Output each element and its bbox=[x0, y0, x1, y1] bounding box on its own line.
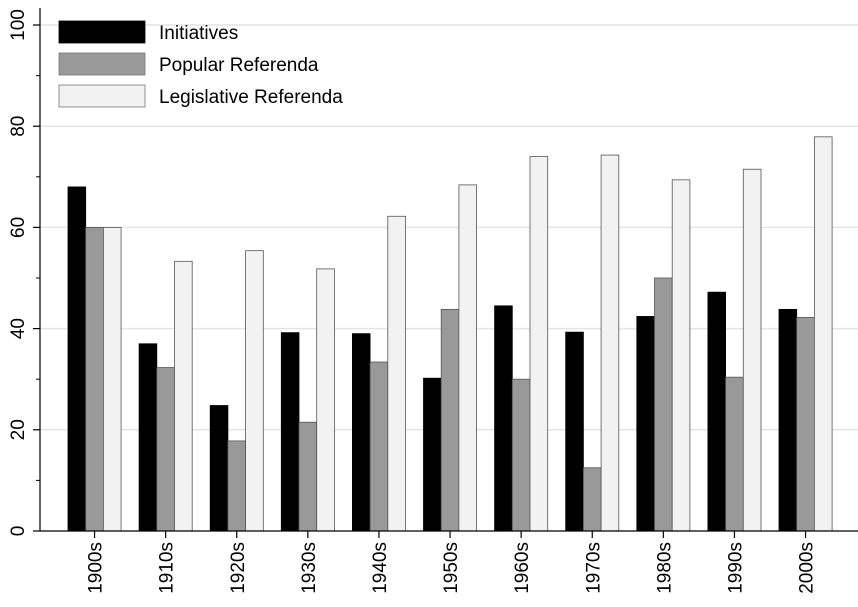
legend: Initiatives Popular Referenda Legislative … bbox=[58, 20, 343, 108]
x-tick-label: 1960s bbox=[512, 542, 533, 594]
x-tick-label: 1990s bbox=[725, 542, 746, 594]
y-tick-label: 20 bbox=[8, 419, 29, 440]
bar-initiatives bbox=[565, 331, 584, 532]
legend-swatch bbox=[58, 84, 146, 108]
x-tick-label: 1970s bbox=[583, 542, 604, 594]
bar-initiatives bbox=[707, 291, 727, 532]
y-tick-label: 80 bbox=[8, 116, 29, 137]
x-tick-label: 1940s bbox=[370, 542, 391, 594]
x-tick-label: 2000s bbox=[797, 542, 818, 594]
legend-label: Popular Referenda bbox=[159, 55, 319, 76]
bar-popular-referenda bbox=[796, 317, 815, 532]
x-tick-label: 1930s bbox=[299, 542, 320, 594]
bar-popular-referenda bbox=[369, 361, 389, 532]
bar-initiatives bbox=[138, 343, 158, 532]
bar-legislative-referenda bbox=[458, 184, 477, 532]
legend-swatch bbox=[58, 20, 146, 44]
bar-legislative-referenda bbox=[245, 250, 264, 532]
bar-legislative-referenda bbox=[387, 215, 406, 532]
x-ticks: 1900s 1910s 1920s 1930s 1940s 1950s 1960s 1970s… bbox=[86, 531, 818, 594]
bar-initiatives bbox=[636, 316, 655, 532]
y-tick-label: 100 bbox=[8, 9, 29, 41]
bar-initiatives bbox=[423, 377, 442, 532]
axes bbox=[39, 8, 858, 532]
y-tick-label: 60 bbox=[8, 217, 29, 238]
bar-popular-referenda bbox=[440, 308, 460, 532]
bar-popular-referenda bbox=[85, 226, 104, 532]
x-tick-label: 1900s bbox=[86, 542, 107, 594]
x-tick-label: 1980s bbox=[654, 542, 675, 594]
legend-label: Initiatives bbox=[159, 23, 238, 44]
bar-legislative-referenda bbox=[814, 136, 833, 532]
bar-popular-referenda bbox=[654, 277, 673, 532]
bar-initiatives bbox=[209, 405, 229, 532]
bar-popular-referenda bbox=[298, 421, 318, 532]
y-tick-label: 40 bbox=[8, 318, 29, 339]
x-tick-label: 1910s bbox=[157, 542, 178, 594]
bar-legislative-referenda bbox=[742, 168, 762, 532]
bar-initiatives bbox=[778, 308, 798, 532]
bar-initiatives bbox=[494, 305, 513, 532]
x-tick-label: 1920s bbox=[228, 542, 249, 594]
bar-popular-referenda bbox=[725, 376, 744, 532]
bar-popular-referenda bbox=[511, 378, 531, 532]
bar-legislative-referenda bbox=[529, 156, 549, 532]
legend-swatch bbox=[58, 52, 146, 76]
bar-popular-referenda bbox=[227, 440, 246, 532]
bar-initiatives bbox=[280, 332, 300, 532]
y-tick-label: 0 bbox=[8, 526, 29, 537]
bar-initiatives bbox=[351, 333, 371, 532]
bars bbox=[67, 136, 833, 532]
legend-label: Legislative Referenda bbox=[159, 87, 343, 108]
bar-legislative-referenda bbox=[174, 260, 193, 532]
bar-legislative-referenda bbox=[600, 154, 620, 532]
bar-legislative-referenda bbox=[316, 268, 335, 532]
bar-popular-referenda bbox=[156, 367, 175, 532]
x-tick-label: 1950s bbox=[441, 542, 462, 594]
bar-legislative-referenda bbox=[103, 226, 122, 532]
bar-initiatives bbox=[67, 186, 87, 532]
bar-legislative-referenda bbox=[671, 179, 691, 532]
y-ticks: 0 20 40 60 80 100 bbox=[8, 9, 40, 536]
bar-popular-referenda bbox=[583, 467, 602, 532]
